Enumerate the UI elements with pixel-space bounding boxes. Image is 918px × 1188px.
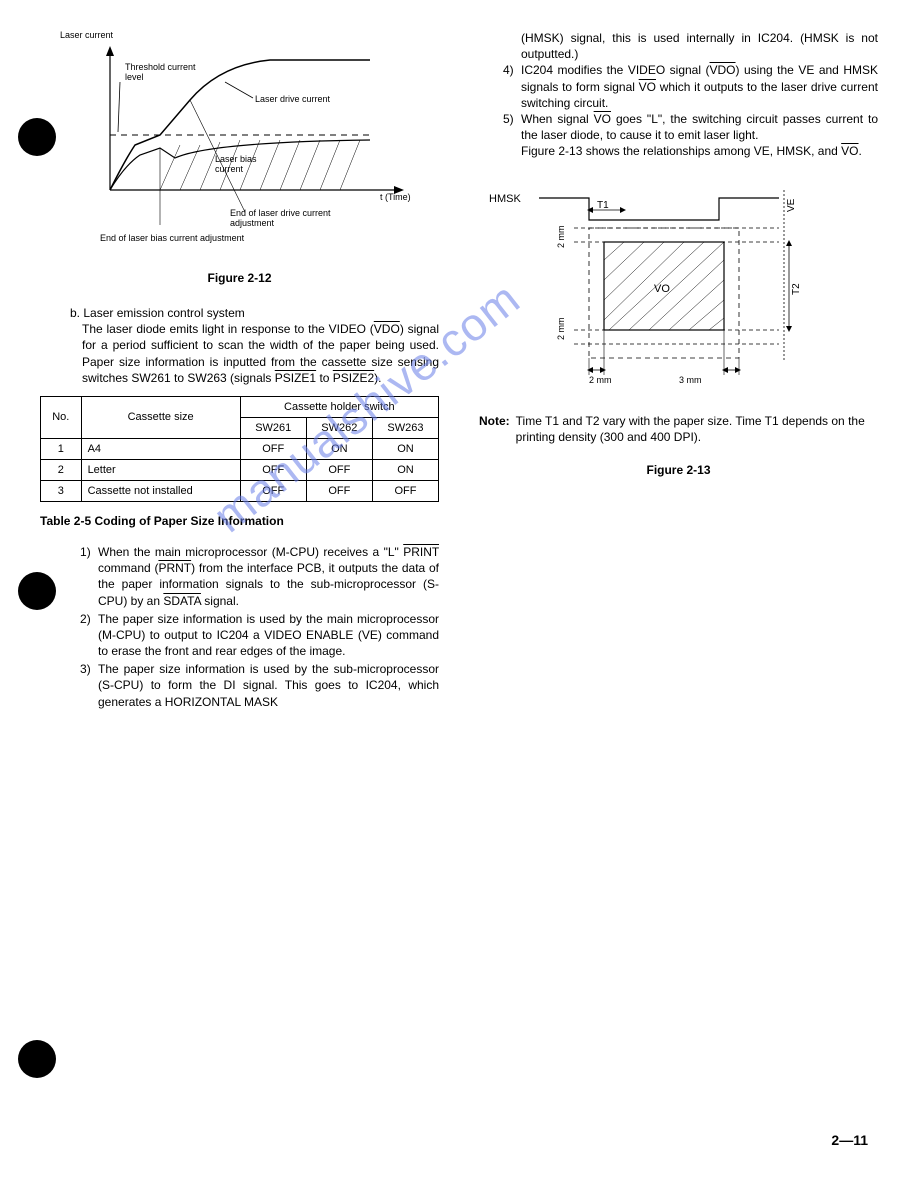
punch-dot — [18, 118, 56, 156]
vo-label: VO — [654, 283, 670, 295]
mm2-top: 2 mm — [556, 225, 566, 248]
page-number: 2—11 — [831, 1132, 868, 1148]
left-column: Laser current Threshold current level La… — [40, 30, 439, 722]
col-sw261: SW261 — [240, 417, 306, 438]
list-item: The paper size information is used by th… — [80, 611, 439, 660]
callout-bias: End of laser bias current adjustment — [100, 233, 439, 243]
figure-2-12: Threshold current level Laser drive curr… — [70, 40, 430, 230]
col-group: Cassette holder switch — [240, 396, 438, 417]
col-size: Cassette size — [81, 396, 240, 438]
list-item: When the main microprocessor (M-CPU) rec… — [80, 544, 439, 609]
col-no: No. — [41, 396, 82, 438]
item-4: 4) IC204 modifies the VIDEO signal (VDO)… — [503, 62, 878, 111]
mm2-h: 2 mm — [589, 375, 612, 385]
figure-2-12-caption: Figure 2-12 — [40, 271, 439, 285]
mm3-h: 3 mm — [679, 375, 702, 385]
threshold-text2: level — [125, 72, 144, 82]
figure-2-13: HMSK T1 VE 2 mm — [479, 180, 839, 400]
section-b-body: The laser diode emits light in response … — [82, 321, 439, 386]
punch-dot — [18, 572, 56, 610]
list-item: The paper size information is used by th… — [80, 661, 439, 710]
section-b-heading: b. Laser emission control system — [70, 305, 439, 321]
t1-label: T1 — [597, 200, 609, 211]
section-b: b. Laser emission control system The las… — [70, 305, 439, 386]
item-5: 5) When signal VO goes "L", the switchin… — [503, 111, 878, 160]
col-sw263: SW263 — [372, 417, 438, 438]
callout-drive2: adjustment — [230, 218, 275, 228]
table-row: 1 A4 OFF ON ON — [41, 438, 439, 459]
note: Note: Time T1 and T2 vary with the paper… — [479, 413, 878, 445]
callout-drive1: End of laser drive current — [230, 208, 331, 218]
t2-label: T2 — [791, 282, 802, 294]
right-column: (HMSK) signal, this is used internally i… — [479, 30, 878, 722]
bias-label1: Laser bias — [215, 154, 257, 164]
page-columns: Laser current Threshold current level La… — [40, 30, 878, 722]
note-body: Time T1 and T2 vary with the paper size.… — [516, 413, 878, 445]
note-label: Note: — [479, 413, 510, 445]
ve-label: VE — [786, 198, 797, 212]
col-sw262: SW262 — [306, 417, 372, 438]
table-row: 2 Letter OFF OFF ON — [41, 459, 439, 480]
table-2-5-caption: Table 2-5 Coding of Paper Size Informati… — [40, 514, 439, 528]
drive-label: Laser drive current — [255, 94, 331, 104]
hmsk-label: HMSK — [489, 193, 521, 205]
table-row: 3 Cassette not installed OFF OFF OFF — [41, 480, 439, 501]
figure-2-13-caption: Figure 2-13 — [479, 463, 878, 477]
cont-hmsk: (HMSK) signal, this is used internally i… — [521, 30, 878, 62]
cassette-table: No. Cassette size Cassette holder switch… — [40, 396, 439, 502]
mm2-bot: 2 mm — [556, 317, 566, 340]
punch-dot — [18, 1040, 56, 1078]
numbered-list: When the main microprocessor (M-CPU) rec… — [80, 544, 439, 710]
time-label: t (Time) — [380, 192, 411, 202]
bias-label2: current — [215, 164, 244, 174]
fig212-y-axis-label: Laser current — [60, 30, 439, 40]
threshold-text: Threshold current — [125, 62, 196, 72]
